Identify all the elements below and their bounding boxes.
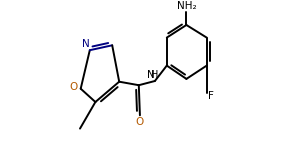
Text: O: O (136, 117, 144, 127)
Text: N: N (82, 39, 90, 49)
Text: NH₂: NH₂ (176, 1, 196, 11)
Text: N: N (147, 70, 154, 80)
Text: H: H (150, 70, 158, 80)
Text: F: F (208, 91, 214, 101)
Text: O: O (69, 82, 78, 92)
